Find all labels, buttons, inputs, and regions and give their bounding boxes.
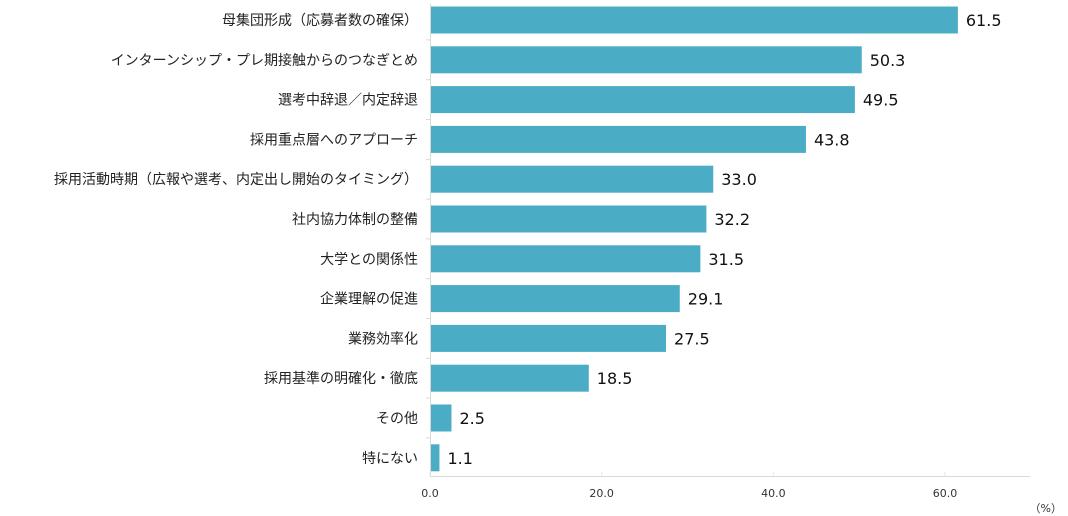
value-label: 1.1 [447,449,472,468]
bar [430,205,707,233]
category-label: 業務効率化 [348,330,418,347]
x-tick-label: 0.0 [421,487,439,500]
bar [430,364,589,392]
bar [430,125,806,153]
value-label: 18.5 [597,369,633,388]
category-label: 特にない [362,451,418,467]
category-label: 社内協力体制の整備 [292,212,418,228]
value-label: 61.5 [966,11,1002,30]
value-label: 50.3 [870,51,906,70]
x-unit-label: （%） [1030,502,1062,515]
x-tick-label: 40.0 [761,487,786,500]
bar [430,245,701,273]
x-tick-label: 60.0 [933,487,958,500]
value-label: 31.5 [708,250,744,269]
bar [430,324,667,352]
bar [430,285,680,313]
value-label: 32.2 [714,210,750,229]
category-label: 採用基準の明確化・徹底 [264,370,418,387]
bar [430,404,452,432]
category-label: その他 [376,411,418,427]
category-label: 企業理解の促進 [320,291,418,308]
category-label: 大学との関係性 [320,252,418,268]
value-label: 33.0 [721,170,757,189]
bar [430,86,855,114]
category-label: 採用重点層へのアプローチ [250,132,418,148]
value-label: 43.8 [814,130,850,149]
value-label: 49.5 [863,91,899,110]
category-label: 選考中辞退／内定辞退 [278,93,418,109]
value-label: 29.1 [688,290,724,309]
bar [430,444,440,472]
x-tick-label: 20.0 [589,487,614,500]
value-label: 2.5 [459,409,484,428]
bar [430,165,714,193]
category-label: 母集団形成（応募者数の確保） [222,12,418,29]
bar [430,6,958,34]
category-label: 採用活動時期（広報や選考、内定出し開始のタイミング） [54,172,418,188]
value-label: 27.5 [674,329,710,348]
category-label: インターンシップ・プレ期接触からのつなぎとめ [111,52,418,69]
bar [430,46,862,74]
